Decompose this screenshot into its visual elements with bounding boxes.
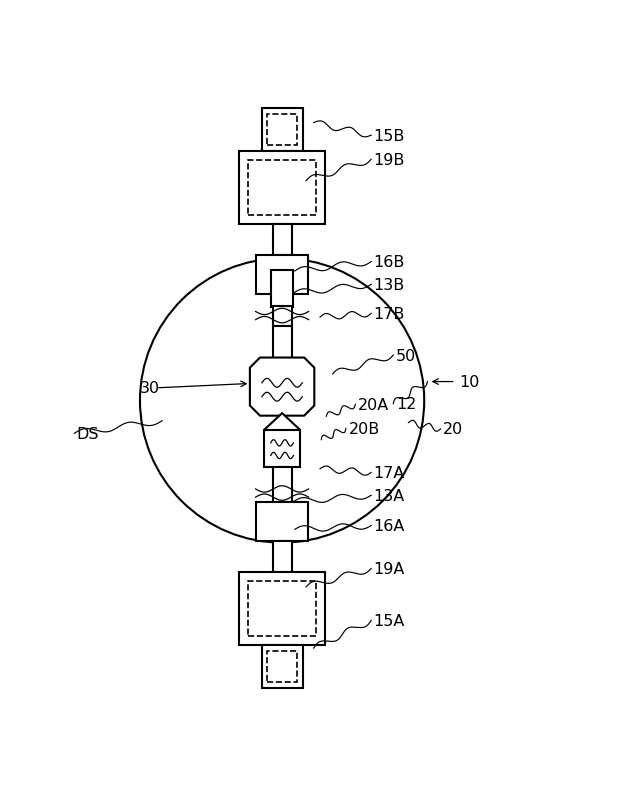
Bar (239, 152, 324, 225)
Text: 20: 20 (443, 422, 463, 437)
Bar (268, 115, 297, 146)
Text: 17B: 17B (374, 306, 405, 322)
Text: 13B: 13B (374, 277, 405, 293)
Text: 13A: 13A (374, 488, 405, 503)
Polygon shape (250, 358, 314, 416)
Bar (264, 431, 300, 468)
Text: 15A: 15A (374, 613, 405, 628)
Text: 30: 30 (140, 381, 160, 396)
Bar (248, 160, 316, 216)
Bar (273, 306, 292, 326)
Bar (273, 225, 292, 256)
Text: 20A: 20A (358, 397, 389, 412)
Text: 10: 10 (459, 375, 479, 390)
Bar (273, 468, 292, 504)
Bar (256, 502, 308, 541)
Text: 19B: 19B (374, 152, 405, 168)
Text: DS: DS (77, 427, 99, 441)
Bar (248, 581, 316, 636)
Bar (262, 645, 303, 688)
Text: 20B: 20B (348, 421, 380, 436)
Bar (271, 504, 293, 538)
Text: 12: 12 (396, 397, 416, 411)
Bar (262, 109, 303, 152)
Bar (273, 541, 292, 573)
Bar (256, 256, 308, 295)
Polygon shape (264, 414, 300, 431)
Bar (271, 271, 293, 308)
Text: 50: 50 (396, 348, 416, 363)
Text: 19A: 19A (374, 561, 405, 577)
Text: 17A: 17A (374, 465, 405, 480)
Bar (273, 326, 292, 358)
Text: 16A: 16A (374, 518, 405, 533)
Bar (239, 573, 324, 645)
Text: 16B: 16B (374, 255, 405, 269)
Text: 15B: 15B (374, 128, 405, 144)
Bar (268, 651, 297, 683)
